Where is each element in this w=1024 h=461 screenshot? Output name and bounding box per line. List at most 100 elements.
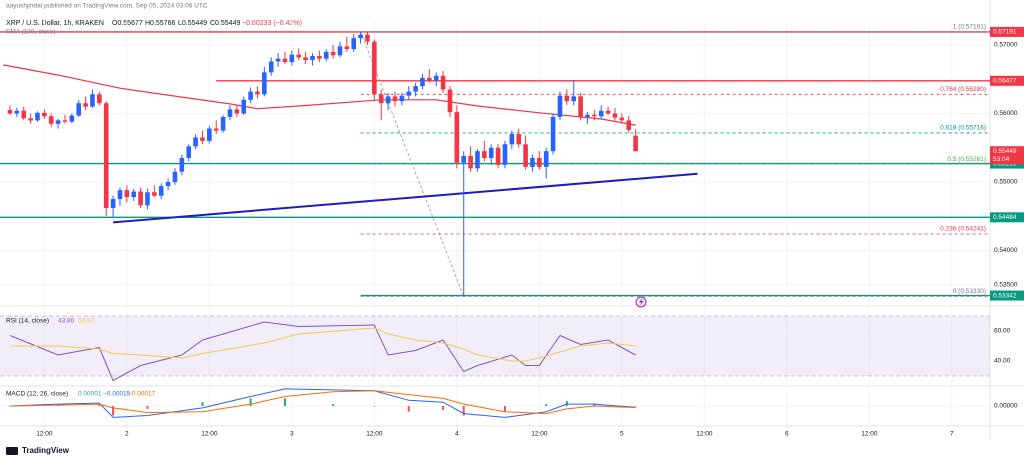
brand-logo — [6, 447, 18, 455]
candle-body — [420, 77, 425, 87]
candle-body — [543, 151, 549, 167]
candle-body — [468, 155, 473, 169]
rsi-line — [10, 327, 636, 362]
x-tick-label: 12:00 — [36, 431, 53, 438]
candle-body — [227, 109, 233, 117]
candle-body — [48, 116, 54, 124]
candle-body — [186, 146, 192, 159]
x-tick-label: 7 — [950, 431, 954, 438]
candle-body — [131, 191, 137, 198]
open: O0.55677 — [112, 20, 143, 27]
candle-body — [296, 54, 302, 58]
macd-histogram — [98, 405, 101, 406]
candle-body — [282, 58, 288, 63]
candle-body — [598, 110, 604, 117]
macd-histogram — [112, 406, 115, 416]
readout: 0.00001 — [78, 391, 102, 398]
candle-body — [241, 99, 247, 114]
x-tick-label: 12:00 — [531, 431, 548, 438]
candle-body — [117, 190, 123, 200]
candle-body — [530, 158, 535, 167]
fib-label: 0.764 (0.56280) — [940, 86, 986, 93]
candle-body — [262, 72, 267, 95]
candle-body — [365, 34, 370, 42]
x-tick-label: 12:00 — [201, 431, 218, 438]
candle-body — [578, 96, 583, 117]
candle-body — [220, 116, 226, 131]
candle-body — [509, 134, 515, 145]
candle-body — [392, 96, 398, 102]
candle-body — [255, 91, 260, 95]
fib-label: 1 (0.57191) — [953, 24, 986, 31]
rsi-line — [9, 321, 636, 382]
candle-body — [633, 135, 638, 152]
high: H0.55766 — [145, 20, 175, 27]
last-price-box — [990, 146, 1024, 165]
candle-body — [55, 120, 61, 124]
candle-body — [248, 91, 253, 100]
candle-body — [344, 46, 350, 50]
candle-body — [330, 51, 336, 56]
y-tick-label: 0.00000 — [994, 403, 1018, 410]
candle-body — [337, 46, 343, 56]
last-price: 0.55449 — [993, 148, 1017, 155]
macd-histogram — [593, 404, 596, 406]
readout: 50.87 — [78, 318, 95, 325]
level-tag: 0.53342 — [993, 292, 1017, 299]
level-tag: 0.56477 — [993, 78, 1017, 85]
x-tick-label: 12:00 — [696, 431, 713, 438]
candle-body — [433, 75, 439, 81]
x-tick-label: 6 — [785, 431, 789, 438]
macd-histogram — [201, 402, 204, 406]
level-tag: 0.54484 — [993, 214, 1017, 221]
publisher: aayushjindal published on TradingView.co… — [6, 3, 208, 10]
fib-label: 0.618 (0.55716) — [940, 125, 986, 132]
macd-histogram — [503, 406, 506, 412]
low: L0.55449 — [178, 20, 207, 27]
candle-body — [14, 110, 20, 114]
candle-body — [165, 181, 171, 187]
candle-body — [550, 116, 556, 152]
candle-body — [482, 151, 487, 159]
macd-histogram — [249, 398, 252, 406]
y-tick-label: 0.56000 — [994, 110, 1018, 117]
trendline — [113, 172, 698, 224]
candle-body — [179, 158, 185, 172]
macd-line — [9, 390, 636, 415]
readout: 43.80 — [58, 318, 75, 325]
candle-body — [275, 58, 281, 62]
candle-body — [378, 94, 384, 104]
candle-body — [358, 34, 363, 39]
candle-body — [69, 115, 75, 122]
candle-body — [537, 158, 542, 167]
candle-body — [152, 192, 157, 196]
macd-histogram — [332, 404, 335, 406]
fib-label: 0 (0.53330) — [953, 288, 986, 295]
symbol: XRP / U.S. Dollar, 1h, KRAKEN — [6, 20, 104, 27]
y-tick-label: 0.54000 — [994, 247, 1018, 254]
x-tick-label: 12:00 — [366, 431, 383, 438]
pane-title: MACD (12, 26, close) — [6, 391, 68, 398]
macd-histogram — [146, 406, 149, 409]
y-tick-label: 0.57000 — [994, 42, 1018, 49]
candle-body — [158, 186, 164, 196]
macd-line — [9, 388, 636, 418]
candle-body — [303, 57, 308, 61]
candle-body — [557, 95, 563, 117]
brand: TradingView — [22, 446, 70, 455]
candle-body — [103, 103, 109, 209]
sma-label: SMA (100, close) — [6, 29, 56, 36]
candle-body — [461, 155, 467, 163]
candle-body — [440, 75, 446, 90]
macd-histogram — [407, 406, 410, 412]
y-tick-label: 40.00 — [994, 358, 1011, 365]
y-tick-label: 0.55000 — [994, 179, 1018, 186]
x-tick-label: 5 — [620, 431, 624, 438]
candle-body — [447, 89, 453, 113]
candle-body — [42, 112, 47, 117]
candle-body — [571, 96, 577, 102]
candle-body — [495, 147, 501, 165]
candle-body — [317, 55, 322, 59]
macd-histogram — [545, 404, 548, 406]
x-tick-label: 12:00 — [861, 431, 878, 438]
